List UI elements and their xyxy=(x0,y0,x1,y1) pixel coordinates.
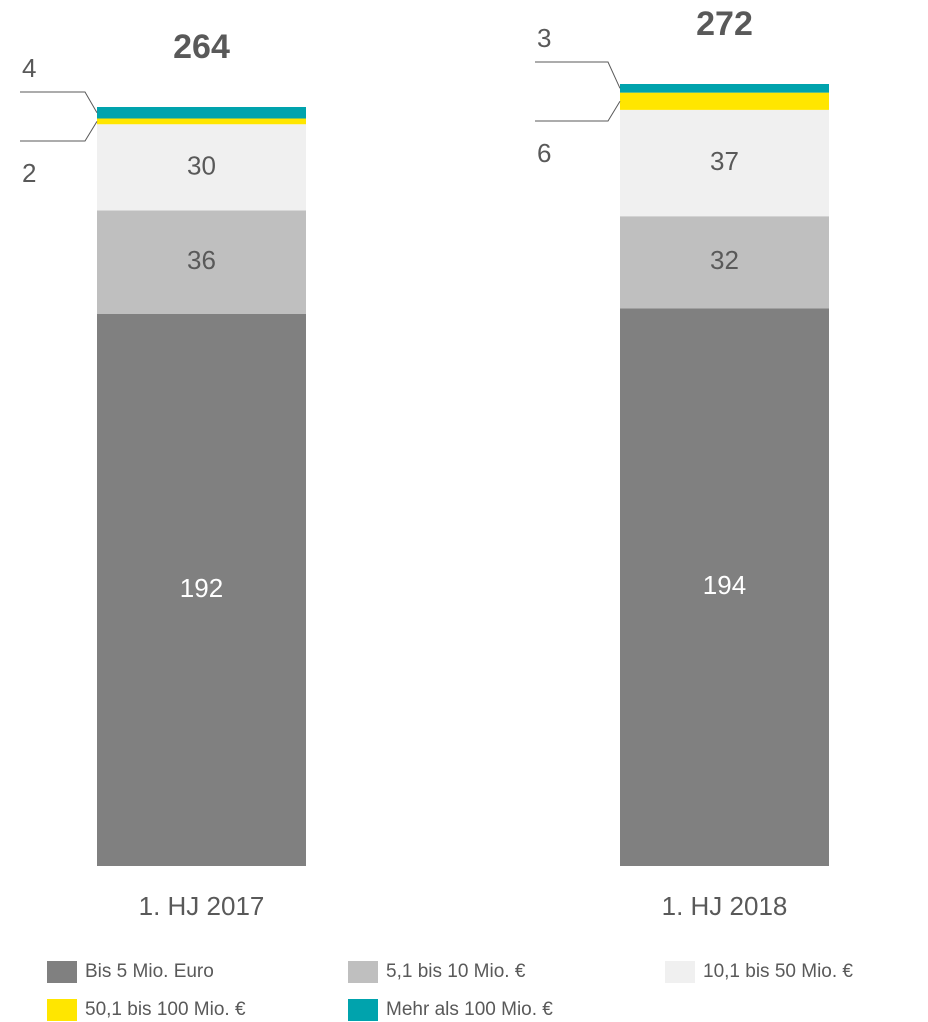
value-label: 3 xyxy=(537,23,551,53)
legend-swatch xyxy=(47,999,77,1021)
legend-swatch xyxy=(47,961,77,983)
leader-line xyxy=(20,91,98,114)
bar-segment xyxy=(620,92,829,110)
bar-segment xyxy=(97,124,306,211)
bar-segment xyxy=(620,84,829,93)
value-label: 2 xyxy=(22,158,36,188)
bar-segment xyxy=(97,210,306,314)
leader-line xyxy=(535,61,621,89)
value-label: 36 xyxy=(187,245,216,275)
legend-swatch xyxy=(665,961,695,983)
value-label: 30 xyxy=(187,150,216,180)
legend-label: 5,1 bis 10 Mio. € xyxy=(386,961,526,982)
bar-segment xyxy=(620,109,829,217)
legend-label: 50,1 bis 100 Mio. € xyxy=(85,999,246,1020)
value-label: 6 xyxy=(537,138,551,168)
bar-segment xyxy=(97,314,306,866)
legend-label: Mehr als 100 Mio. € xyxy=(386,999,553,1020)
value-label: 37 xyxy=(710,146,739,176)
legend-label: 10,1 bis 50 Mio. € xyxy=(703,961,853,982)
leader-line xyxy=(535,100,621,122)
legend-swatch xyxy=(348,961,378,983)
value-label: 194 xyxy=(703,570,746,600)
bar-segment xyxy=(97,107,306,119)
bar-segment xyxy=(620,216,829,309)
total-label: 264 xyxy=(173,28,230,66)
legend-label: Bis 5 Mio. Euro xyxy=(85,961,214,982)
bar-segment xyxy=(620,308,829,866)
legend-swatch xyxy=(348,999,378,1021)
x-tick-label: 1. HJ 2018 xyxy=(662,891,788,921)
value-label: 192 xyxy=(180,573,223,603)
value-label: 4 xyxy=(22,53,36,83)
x-tick-label: 1. HJ 2017 xyxy=(139,891,265,921)
leader-line xyxy=(20,121,98,142)
total-label: 272 xyxy=(696,5,753,43)
bar-segment xyxy=(97,118,306,125)
value-label: 32 xyxy=(710,245,739,275)
